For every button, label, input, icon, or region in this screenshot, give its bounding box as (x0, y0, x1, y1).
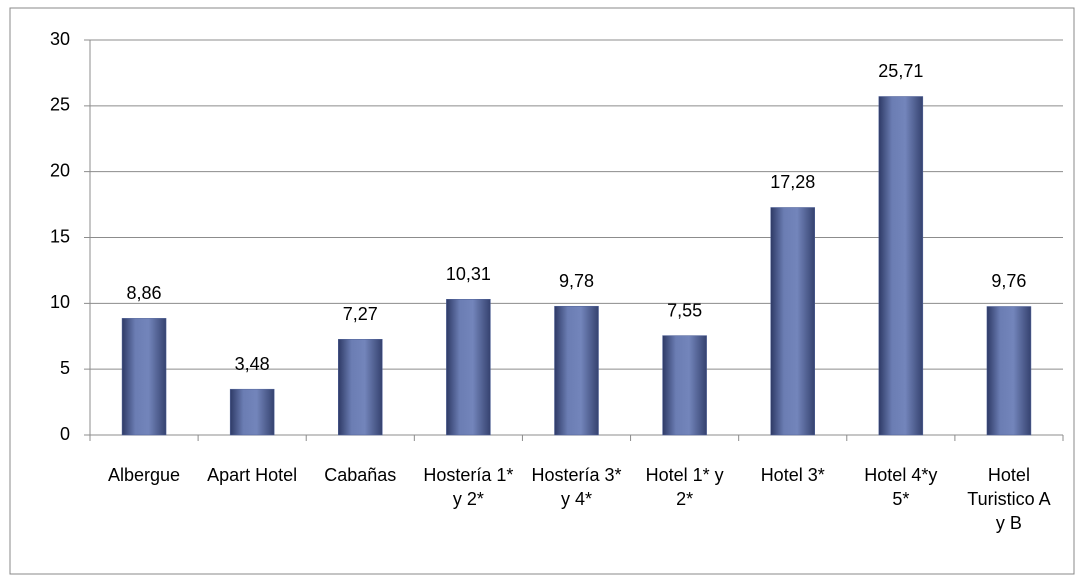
chart-border (9, 7, 1075, 575)
x-tick-label: Hostería 1* y 2* (423, 465, 514, 509)
data-label: 10,31 (446, 264, 491, 284)
bar (229, 388, 275, 436)
y-tick-label: 0 (60, 424, 70, 444)
bar (338, 339, 383, 436)
x-tick-label: Apart Hotel (207, 465, 298, 485)
y-tick-label: 25 (50, 95, 70, 115)
x-tick-label: Albergue (108, 465, 181, 485)
bar (986, 306, 1032, 436)
y-tick-label: 30 (50, 29, 70, 49)
data-label: 7,27 (343, 304, 378, 324)
data-label: 3,48 (235, 354, 270, 374)
y-tick-label: 10 (50, 292, 70, 312)
bar (770, 207, 815, 436)
x-tick-label: Hotel 4*y 5* (864, 465, 938, 509)
bar (878, 96, 924, 436)
x-tick-label: Hotel 1* y 2* (645, 465, 724, 509)
bar (121, 318, 167, 436)
y-tick-label: 5 (60, 358, 70, 378)
y-tick-label: 20 (50, 160, 70, 180)
data-label: 7,55 (667, 300, 702, 320)
x-tick-label: Hostería 3* y 4* (531, 465, 622, 509)
x-tick-label: Hotel 3* (760, 465, 825, 485)
data-label: 9,76 (991, 271, 1026, 291)
x-tick-label: Cabañas (324, 465, 397, 485)
y-tick-label: 15 (50, 226, 70, 246)
data-label: 9,78 (559, 271, 594, 291)
data-label: 25,71 (878, 61, 923, 81)
data-label: 17,28 (770, 172, 815, 192)
bar (554, 305, 599, 436)
bar (662, 335, 707, 436)
data-label: 8,86 (127, 283, 162, 303)
x-tick-label: Hotel Turistico A y B (967, 465, 1051, 533)
bar (446, 299, 491, 436)
